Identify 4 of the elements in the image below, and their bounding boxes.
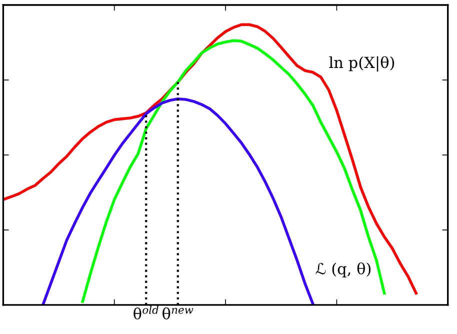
series-label: ℒ (q, θ)	[316, 262, 371, 278]
series-label: ln p(X|θ)	[329, 56, 394, 72]
x-tick-label: θ$^{new}$	[162, 307, 194, 320]
x-tick-label: θ$^{old}$	[134, 306, 158, 320]
